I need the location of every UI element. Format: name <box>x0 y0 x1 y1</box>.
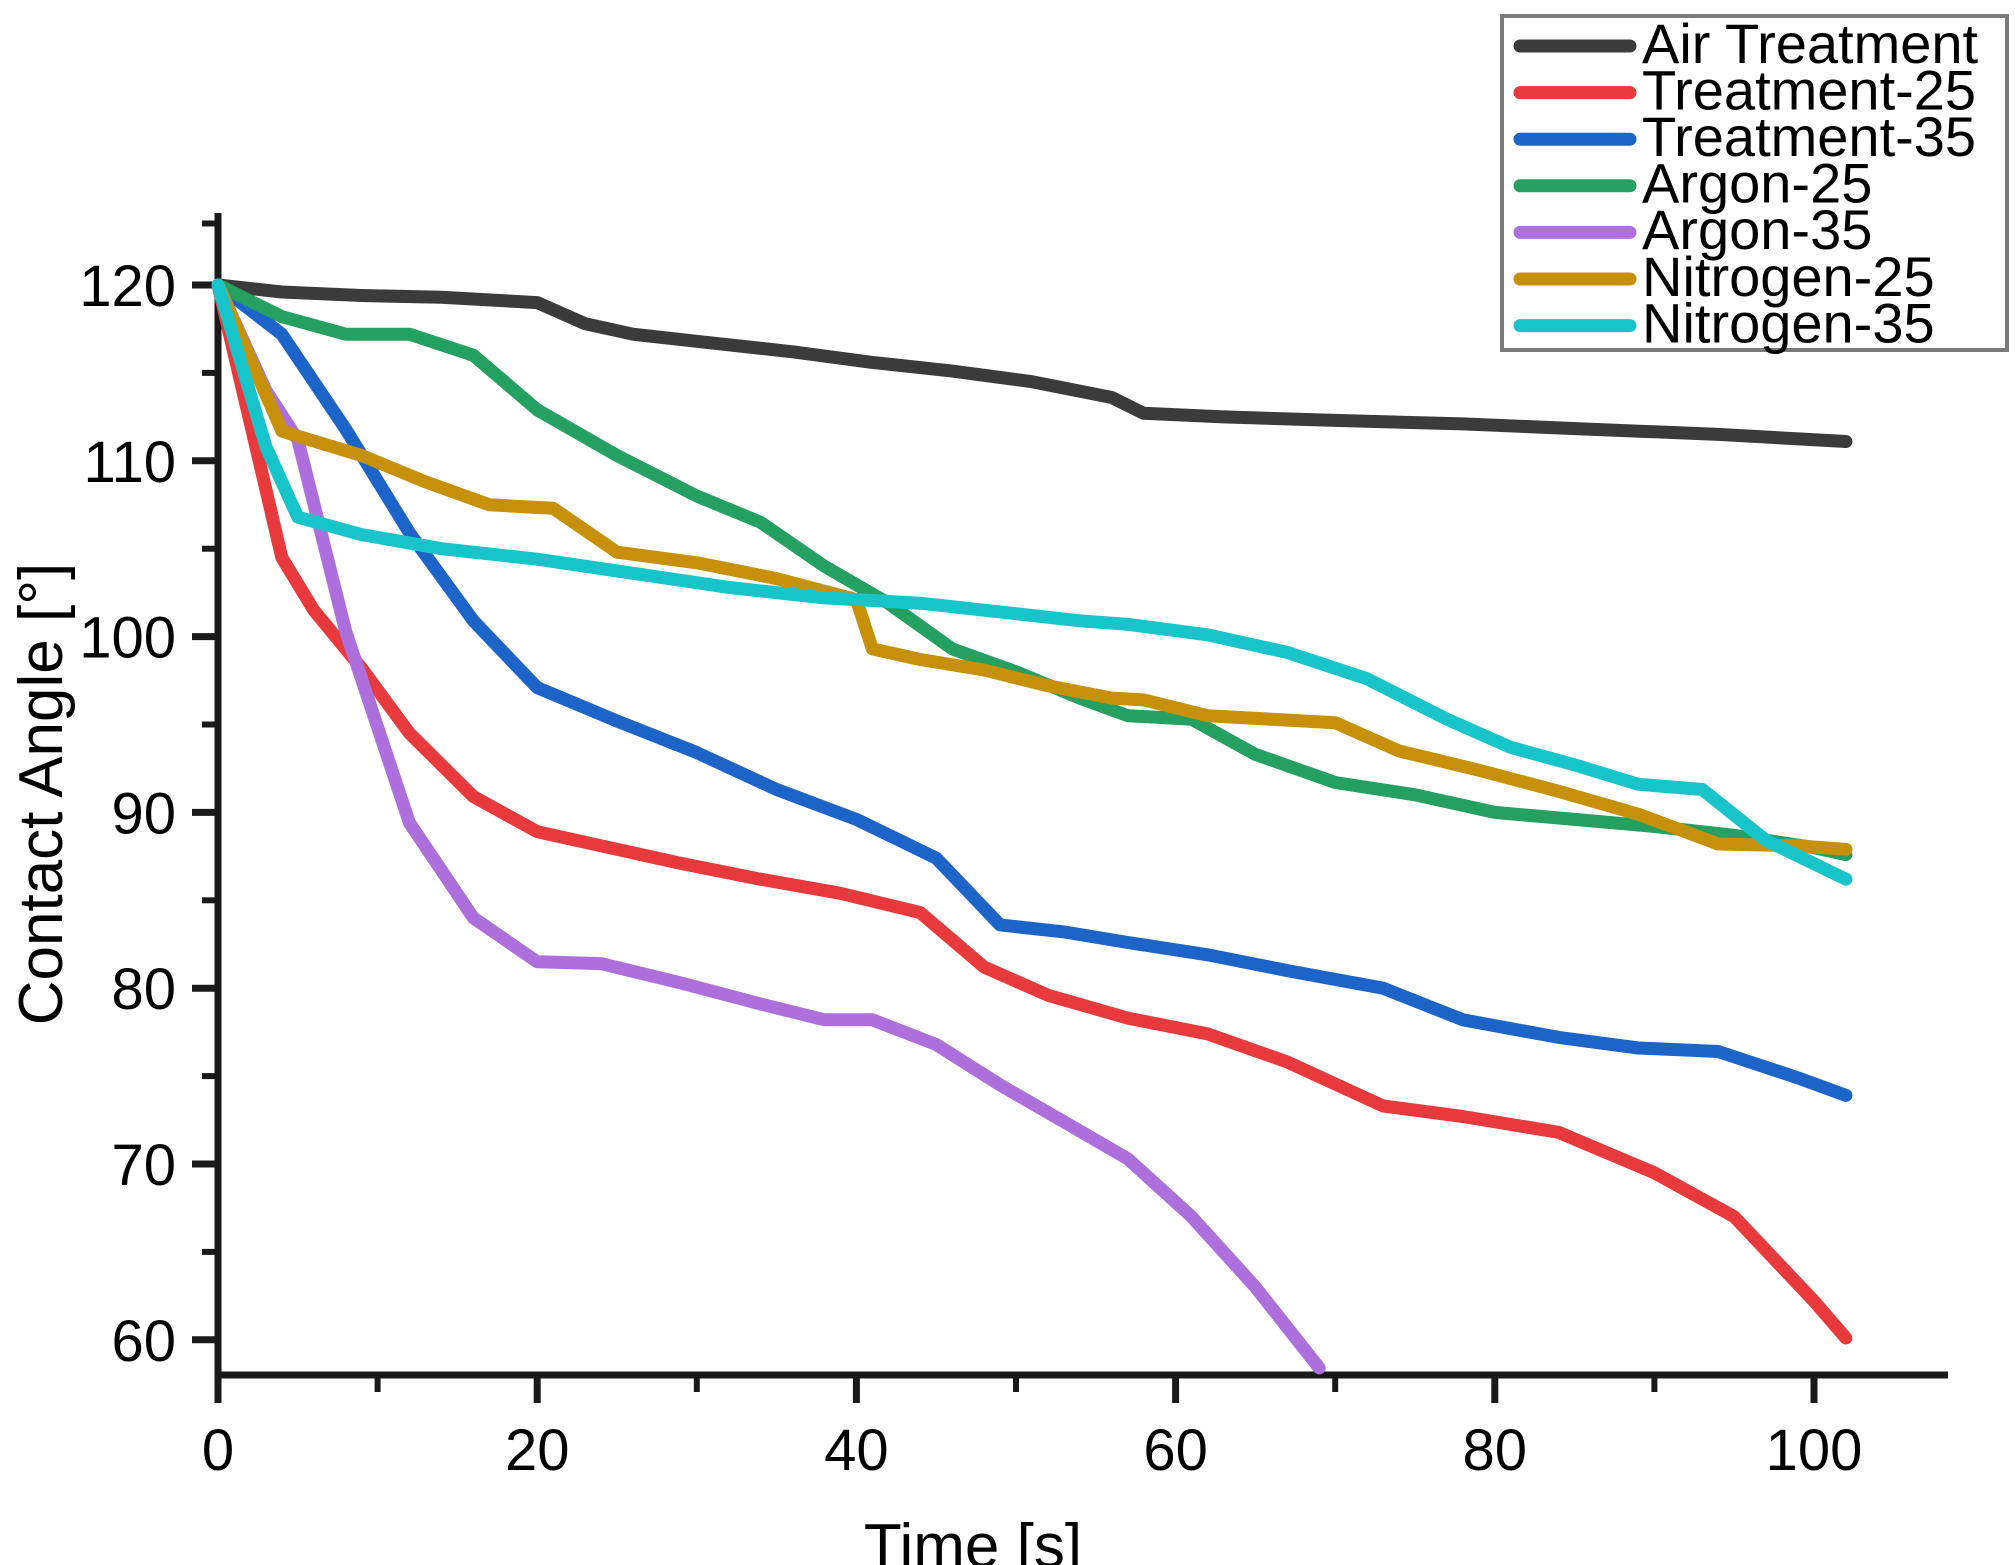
y-tick-label: 110 <box>84 430 176 495</box>
axis-layer <box>192 213 1948 1403</box>
y-tick-label: 60 <box>111 1309 176 1374</box>
series-line-air-treatment <box>211 278 1853 448</box>
x-axis-title: Time [s] <box>864 1512 1082 1565</box>
legend-item[interactable]: Argon-25 <box>1513 152 1872 215</box>
chart-legend: Air TreatmentTreatment-25Treatment-35Arg… <box>1500 12 2009 354</box>
x-tick-label: 40 <box>824 1418 889 1483</box>
y-tick-label: 120 <box>79 254 176 319</box>
series-line-treatment-25 <box>211 278 1853 1345</box>
legend-item[interactable]: Treatment-25 <box>1513 58 1976 121</box>
y-tick-label: 70 <box>111 1133 176 1198</box>
legend-item-label: Nitrogen-25 <box>1642 245 1935 308</box>
legend-item[interactable]: Nitrogen-35 <box>1513 291 1935 354</box>
legend-item-label: Nitrogen-35 <box>1642 291 1935 354</box>
legend-item[interactable]: Treatment-35 <box>1513 105 1976 168</box>
legend-item-label: Argon-35 <box>1642 198 1872 261</box>
axis-labels-layer: 60 70 80 90 100 110 120 0 20 40 60 80 100 Time [s] Con… <box>7 254 1862 1565</box>
legend-item[interactable]: Air Treatment <box>1513 12 1979 75</box>
legend-item-label: Treatment-25 <box>1642 58 1976 121</box>
y-tick-label: 100 <box>79 606 176 671</box>
x-tick-label: 0 <box>202 1418 234 1483</box>
series-line-nitrogen-25 <box>211 278 1853 856</box>
series-line-nitrogen-35 <box>211 278 1853 886</box>
y-tick-label: 90 <box>111 781 176 846</box>
series-layer <box>211 278 1853 1375</box>
legend-item[interactable]: Nitrogen-25 <box>1513 245 1935 308</box>
x-tick-label: 100 <box>1766 1418 1863 1483</box>
legend-item[interactable]: Argon-35 <box>1513 198 1872 261</box>
x-tick-label: 20 <box>505 1418 570 1483</box>
x-tick-label: 60 <box>1143 1418 1208 1483</box>
y-tick-label: 80 <box>111 957 176 1022</box>
legend-item-label: Air Treatment <box>1642 12 1979 75</box>
series-line-treatment-35 <box>211 278 1853 1102</box>
series-line-argon-35 <box>211 278 1326 1375</box>
y-axis-title: Contact Angle [°] <box>7 563 76 1026</box>
legend-item-label: Argon-25 <box>1642 152 1872 215</box>
x-tick-label: 80 <box>1463 1418 1528 1483</box>
legend-item-label: Treatment-35 <box>1642 105 1976 168</box>
